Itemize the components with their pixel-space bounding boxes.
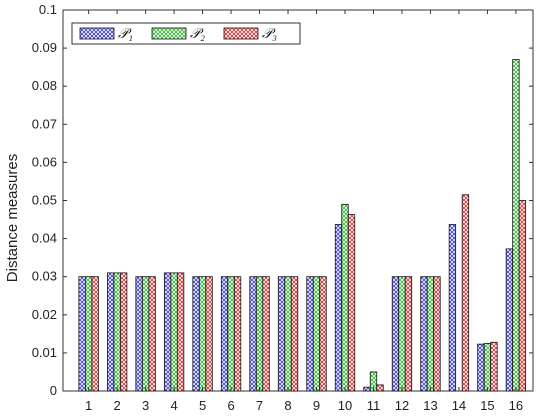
bar-1-6 — [220, 276, 229, 392]
x-tick-label: 5 — [199, 398, 206, 413]
legend-swatch-1 — [79, 27, 115, 40]
bar-3-8 — [290, 276, 299, 392]
bar-1-11 — [363, 386, 371, 392]
bar-3-10 — [347, 214, 356, 392]
bar-1-7 — [249, 276, 257, 392]
bar-1-9 — [306, 276, 314, 392]
bar-1-12 — [391, 276, 400, 392]
legend-swatch-3 — [223, 27, 259, 40]
bar-1-14 — [448, 224, 457, 392]
bar-2-3 — [141, 276, 150, 392]
bar-3-15 — [490, 341, 498, 392]
y-tick-label: 0.06 — [32, 154, 57, 169]
legend-label-3: 𝒫₃ — [262, 27, 277, 42]
y-tick-label: 0.02 — [32, 307, 57, 322]
bar-3-9 — [319, 276, 327, 392]
bar-2-15 — [483, 342, 492, 392]
bar-1-2 — [106, 272, 115, 392]
y-tick-label: 0.04 — [32, 231, 57, 246]
bar-3-7 — [262, 276, 270, 392]
bar-2-13 — [426, 276, 435, 392]
x-tick-label: 6 — [227, 398, 234, 413]
x-tick-label: 9 — [313, 398, 320, 413]
bar-1-5 — [192, 276, 200, 392]
bar-3-4 — [176, 272, 185, 392]
x-tick-label: 8 — [284, 398, 291, 413]
y-tick-label: 0.03 — [32, 269, 57, 284]
axes: 0 0.01 0.02 0.03 0.04 0.05 0.06 0.07 0.08 0.09 0.1… — [32, 2, 533, 413]
y-tick-label: 0.01 — [32, 345, 57, 360]
bar-2-6 — [227, 276, 235, 392]
x-tick-label: 12 — [395, 398, 409, 413]
bar-2-7 — [255, 276, 264, 392]
bar-2-12 — [398, 276, 406, 392]
bar-1-3 — [135, 276, 143, 392]
x-tick-label: 4 — [170, 398, 177, 413]
bar-2-1 — [84, 276, 93, 392]
bar-3-16 — [518, 200, 527, 392]
bar-3-2 — [119, 272, 128, 392]
bar-3-5 — [205, 276, 213, 392]
bar-1-1 — [78, 276, 86, 392]
x-tick-label: 7 — [256, 398, 263, 413]
x-tick-label: 3 — [142, 398, 149, 413]
y-tick-label: 0.08 — [32, 78, 57, 93]
legend-swatch-2 — [151, 27, 187, 40]
x-tick-label: 10 — [338, 398, 352, 413]
bar-3-14 — [461, 194, 470, 392]
x-tick-label: 11 — [367, 398, 381, 413]
bar-2-4 — [170, 272, 178, 392]
bar-3-1 — [91, 276, 99, 392]
bar-1-4 — [163, 272, 172, 392]
bar-1-13 — [420, 276, 428, 392]
bar-3-13 — [433, 276, 441, 392]
x-tick-label: 13 — [423, 398, 437, 413]
bars — [78, 59, 527, 392]
bar-2-16 — [512, 59, 520, 392]
x-tick-label: 16 — [509, 398, 523, 413]
bar-3-6 — [233, 276, 242, 392]
y-tick-label: 0.09 — [32, 40, 57, 55]
bar-3-12 — [404, 276, 413, 392]
x-tick-label: 14 — [452, 398, 466, 413]
bar-2-5 — [198, 276, 207, 392]
bar-2-9 — [312, 276, 321, 392]
y-axis-title: Distance measures — [4, 154, 21, 282]
x-tick-label: 2 — [114, 398, 121, 413]
legend: 𝒫₁ 𝒫₂ 𝒫₃ — [71, 22, 301, 45]
y-tick-label: 0 — [50, 383, 57, 398]
bar-1-15 — [477, 343, 485, 392]
y-tick-label: 0.1 — [39, 2, 57, 17]
bar-2-10 — [341, 203, 349, 392]
y-tick-label: 0.07 — [32, 116, 57, 131]
x-tick-label: 15 — [480, 398, 494, 413]
bar-2-8 — [284, 276, 292, 392]
x-tick-label: 1 — [85, 398, 92, 413]
legend-label-1: 𝒫₁ — [118, 27, 133, 42]
bar-1-16 — [505, 248, 514, 392]
legend-label-2: 𝒫₂ — [190, 27, 205, 42]
bar-2-2 — [113, 272, 121, 392]
bar-3-3 — [148, 276, 156, 392]
bar-1-8 — [277, 276, 286, 392]
y-tick-label: 0.05 — [32, 193, 57, 208]
bar-3-11 — [376, 384, 384, 392]
bar-1-10 — [334, 224, 343, 392]
